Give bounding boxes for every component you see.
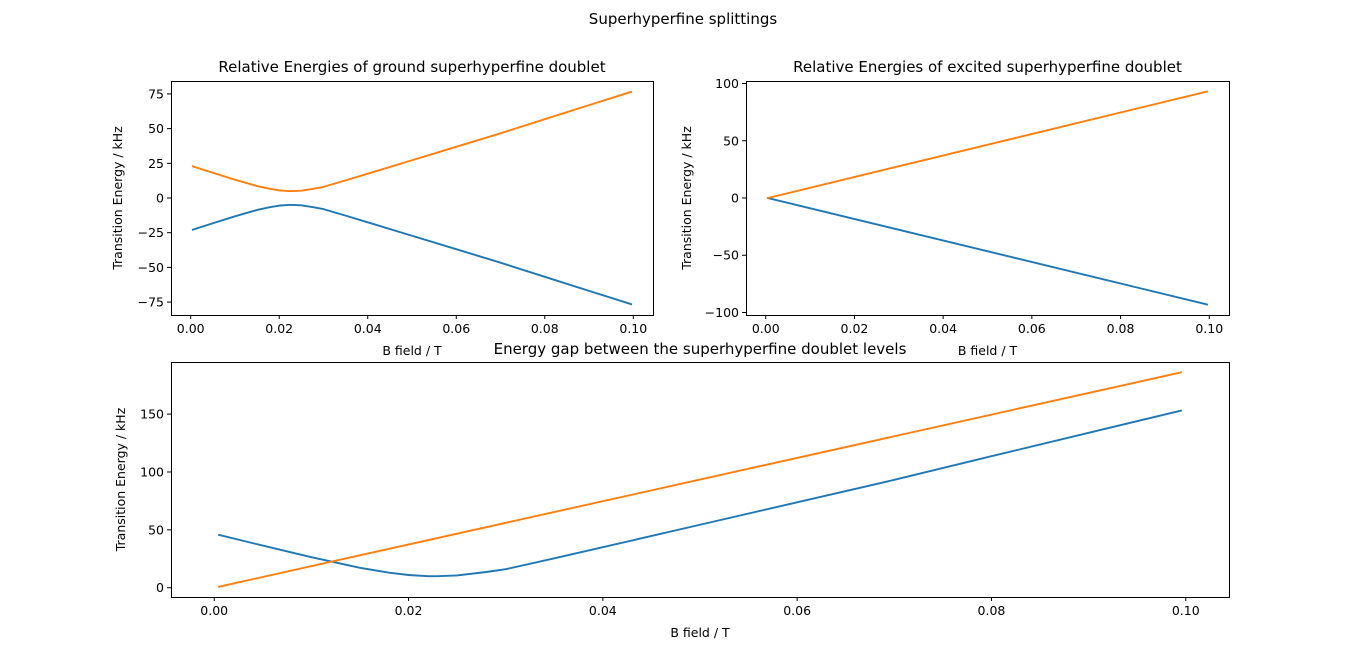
energy-gap-ytick-label: 100: [140, 464, 164, 479]
energy-gap-xtick-label: 0.10: [1172, 603, 1200, 618]
energy-gap-ytick-label: 0: [156, 580, 164, 595]
ground-doublet-series-1-line: [191, 203, 633, 306]
energy-gap-xtick-label: 0.04: [589, 603, 617, 618]
energy-gap-xtick-label: 0.00: [200, 603, 228, 618]
ground-doublet-ytick-label: −25: [138, 225, 164, 240]
ground-doublet-ytick-label: −50: [138, 260, 164, 275]
ground-doublet-xlabel: B field / T: [382, 343, 442, 358]
energy-gap-xtick-label: 0.02: [395, 603, 423, 618]
ground-doublet-ytick-label: 25: [148, 156, 164, 171]
excited-doublet-xtick-label: 0.06: [1018, 321, 1046, 336]
excited-doublet-xtick-label: 0.00: [752, 321, 780, 336]
energy-gap-xtick-label: 0.08: [978, 603, 1006, 618]
ground-doublet-ytick-label: −75: [138, 295, 164, 310]
ground-doublet-series-2-line: [191, 90, 633, 193]
excited-doublet-series-2-line: [766, 90, 1209, 200]
ground-doublet-ylabel: Transition Energy / kHz: [110, 126, 125, 271]
ground-doublet-xtick-label: 0.06: [442, 321, 470, 336]
ground-doublet-title: Relative Energies of ground superhyperfi…: [218, 58, 605, 76]
excited-doublet-xtick-label: 0.02: [841, 321, 869, 336]
energy-gap-series-2-line: [217, 371, 1183, 588]
excited-doublet-ytick-label: 0: [731, 191, 739, 206]
energy-gap-title: Energy gap between the superhyperfine do…: [494, 340, 907, 358]
excited-doublet-xtick-label: 0.08: [1107, 321, 1135, 336]
ground-doublet-ytick-label: 0: [156, 191, 164, 206]
ground-doublet-xtick-label: 0.04: [354, 321, 382, 336]
energy-gap-ylabel: Transition Energy / kHz: [113, 407, 128, 552]
panel-energy-gap: Energy gap between the superhyperfine do…: [113, 340, 1230, 640]
excited-doublet-ytick-label: 100: [715, 76, 739, 91]
excited-doublet-ylabel: Transition Energy / kHz: [679, 126, 694, 271]
energy-gap-axes-frame: [171, 362, 1230, 598]
energy-gap-xlabel: B field / T: [670, 625, 730, 640]
excited-doublet-series-1-line: [766, 196, 1209, 306]
excited-doublet-title: Relative Energies of excited superhyperf…: [793, 58, 1182, 76]
ground-doublet-axes-frame: [171, 81, 654, 316]
panel-ground-doublet: Relative Energies of ground superhyperfi…: [110, 58, 654, 358]
ground-doublet-xtick-label: 0.00: [177, 321, 205, 336]
excited-doublet-xlabel: B field / T: [958, 343, 1018, 358]
excited-doublet-xtick-label: 0.10: [1195, 321, 1223, 336]
energy-gap-ytick-label: 50: [148, 522, 164, 537]
excited-doublet-xtick-label: 0.04: [929, 321, 957, 336]
energy-gap-series-1-line: [217, 409, 1183, 578]
excited-doublet-ytick-label: −100: [705, 305, 739, 320]
ground-doublet-ytick-label: 75: [148, 86, 164, 101]
figure-suptitle: Superhyperfine splittings: [589, 10, 778, 28]
panel-excited-doublet: Relative Energies of excited superhyperf…: [679, 58, 1230, 358]
ground-doublet-xtick-label: 0.10: [619, 321, 647, 336]
excited-doublet-ytick-label: −50: [713, 248, 739, 263]
ground-doublet-xtick-label: 0.02: [265, 321, 293, 336]
excited-doublet-ytick-label: 50: [723, 133, 739, 148]
energy-gap-ytick-label: 150: [140, 407, 164, 422]
ground-doublet-xtick-label: 0.08: [531, 321, 559, 336]
ground-doublet-ytick-label: 50: [148, 121, 164, 136]
energy-gap-xtick-label: 0.06: [783, 603, 811, 618]
excited-doublet-axes-frame: [746, 81, 1230, 316]
